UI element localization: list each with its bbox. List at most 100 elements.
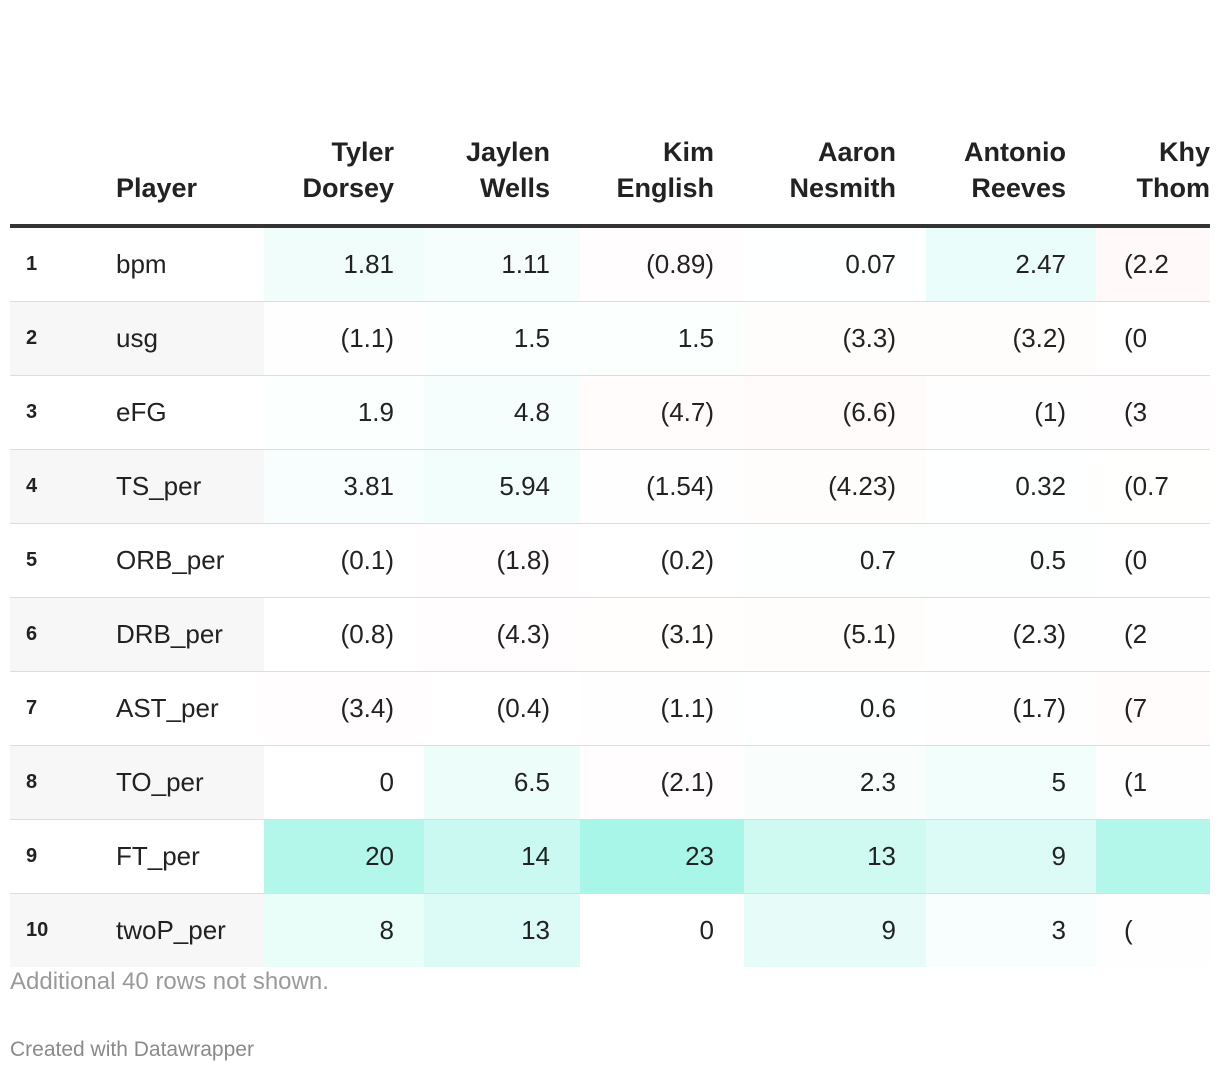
- value-cell: 1.5: [580, 301, 744, 376]
- header-player-2: Jaylen Wells: [424, 110, 580, 228]
- footnote: Additional 40 rows not shown.: [10, 968, 329, 995]
- value-cell: 0.6: [744, 671, 926, 746]
- value-cell: 1.5: [424, 301, 580, 376]
- value-cell: 23: [580, 819, 744, 894]
- table-body: 1 bpm 1.81 1.11 (0.89) 0.07 2.47 (2.2 2 usg (1.1) 1…: [10, 226, 1210, 967]
- row-stat-label: bpm: [106, 226, 264, 302]
- value-cell: (4.7): [580, 375, 744, 450]
- value-cell: 13: [424, 893, 580, 967]
- value-cell: (3.1): [580, 597, 744, 672]
- value-cell: 6.5: [424, 745, 580, 820]
- value-cell: 4.8: [424, 375, 580, 450]
- value-cell: 0.07: [744, 226, 926, 302]
- value-cell: (1.1): [264, 301, 424, 376]
- table-row: 1 bpm 1.81 1.11 (0.89) 0.07 2.47 (2.2: [10, 226, 1210, 302]
- header-player-5: Antonio Reeves: [926, 110, 1096, 228]
- table-row: 8 TO_per 0 6.5 (2.1) 2.3 5 (1: [10, 745, 1210, 820]
- row-stat-label: ORB_per: [106, 523, 264, 598]
- header-rank: [10, 110, 106, 228]
- value-cell: 2.47: [926, 226, 1096, 302]
- table-row: 9 FT_per 20 14 23 13 9: [10, 819, 1210, 894]
- table-row: 10 twoP_per 8 13 0 9 3(: [10, 893, 1210, 967]
- row-stat-label: twoP_per: [106, 893, 264, 967]
- value-cell: (2: [1096, 597, 1210, 672]
- value-cell: 5.94: [424, 449, 580, 524]
- value-cell: (1.8): [424, 523, 580, 598]
- row-rank: 5: [10, 523, 106, 598]
- credit: Created with Datawrapper: [10, 1038, 254, 1061]
- value-cell: 1.11: [424, 226, 580, 302]
- value-cell: (3.4): [264, 671, 424, 746]
- value-cell: (0.89): [580, 226, 744, 302]
- value-cell: 13: [744, 819, 926, 894]
- value-cell: (1.7): [926, 671, 1096, 746]
- value-cell: (0.1): [264, 523, 424, 598]
- row-rank: 1: [10, 226, 106, 302]
- row-rank: 3: [10, 375, 106, 450]
- value-cell: 0: [264, 745, 424, 820]
- table-row: 5 ORB_per (0.1) (1.8) (0.2) 0.7 0.5 (0: [10, 523, 1210, 598]
- value-cell: 1.9: [264, 375, 424, 450]
- value-cell: 3.81: [264, 449, 424, 524]
- value-cell: (0.8): [264, 597, 424, 672]
- value-cell: (7: [1096, 671, 1210, 746]
- table-row: 2 usg (1.1) 1.5 1.5 (3.3) (3.2) (0: [10, 301, 1210, 376]
- header-player-1: Tyler Dorsey: [264, 110, 424, 228]
- value-cell: (1.1): [580, 671, 744, 746]
- value-cell: (5.1): [744, 597, 926, 672]
- value-cell: (2.3): [926, 597, 1096, 672]
- value-cell: 3: [926, 893, 1096, 967]
- data-table: Player Tyler Dorsey Jaylen Wells Kim Englis…: [10, 110, 1210, 967]
- value-cell: 14: [424, 819, 580, 894]
- table-row: 7 AST_per (3.4) (0.4) (1.1) 0.6 (1.7) (7: [10, 671, 1210, 746]
- data-table-container: Player Tyler Dorsey Jaylen Wells Kim Englis…: [10, 110, 1210, 967]
- value-cell: (: [1096, 893, 1210, 967]
- value-cell: (0.2): [580, 523, 744, 598]
- value-cell: 0.7: [744, 523, 926, 598]
- table-row: 3 eFG 1.9 4.8 (4.7) (6.6) (1) (3: [10, 375, 1210, 450]
- row-rank: 6: [10, 597, 106, 672]
- row-stat-label: TS_per: [106, 449, 264, 524]
- table-row: 6 DRB_per (0.8) (4.3) (3.1) (5.1) (2.3) (2: [10, 597, 1210, 672]
- value-cell: 8: [264, 893, 424, 967]
- row-stat-label: AST_per: [106, 671, 264, 746]
- value-cell: 2.3: [744, 745, 926, 820]
- value-cell: 1.81: [264, 226, 424, 302]
- value-cell: (1): [926, 375, 1096, 450]
- value-cell: (4.3): [424, 597, 580, 672]
- row-rank: 4: [10, 449, 106, 524]
- value-cell: 9: [744, 893, 926, 967]
- row-stat-label: usg: [106, 301, 264, 376]
- row-rank: 8: [10, 745, 106, 820]
- row-stat-label: DRB_per: [106, 597, 264, 672]
- value-cell: (3.2): [926, 301, 1096, 376]
- value-cell: (0.7: [1096, 449, 1210, 524]
- row-rank: 2: [10, 301, 106, 376]
- row-stat-label: TO_per: [106, 745, 264, 820]
- value-cell: (0.4): [424, 671, 580, 746]
- value-cell: (0: [1096, 523, 1210, 598]
- row-rank: 7: [10, 671, 106, 746]
- value-cell: (3.3): [744, 301, 926, 376]
- value-cell: 5: [926, 745, 1096, 820]
- header-player-6: Khy Thom: [1096, 110, 1210, 228]
- value-cell: (2.2: [1096, 226, 1210, 302]
- value-cell: [1096, 819, 1210, 894]
- value-cell: 9: [926, 819, 1096, 894]
- value-cell: 20: [264, 819, 424, 894]
- header-player: Player: [106, 110, 264, 228]
- value-cell: 0.5: [926, 523, 1096, 598]
- value-cell: 0: [699, 915, 714, 945]
- row-rank: 10: [10, 893, 106, 967]
- value-cell: (3: [1096, 375, 1210, 450]
- row-stat-label: FT_per: [106, 819, 264, 894]
- row-rank: 9: [10, 819, 106, 894]
- value-cell: (1.54): [580, 449, 744, 524]
- value-cell: (1: [1096, 745, 1210, 820]
- value-cell: (6.6): [744, 375, 926, 450]
- value-cell: 0.32: [926, 449, 1096, 524]
- row-stat-label: eFG: [106, 375, 264, 450]
- header-player-3: Kim English: [580, 110, 744, 228]
- header-player-4: Aaron Nesmith: [744, 110, 926, 228]
- header-row: Player Tyler Dorsey Jaylen Wells Kim Englis…: [10, 110, 1210, 228]
